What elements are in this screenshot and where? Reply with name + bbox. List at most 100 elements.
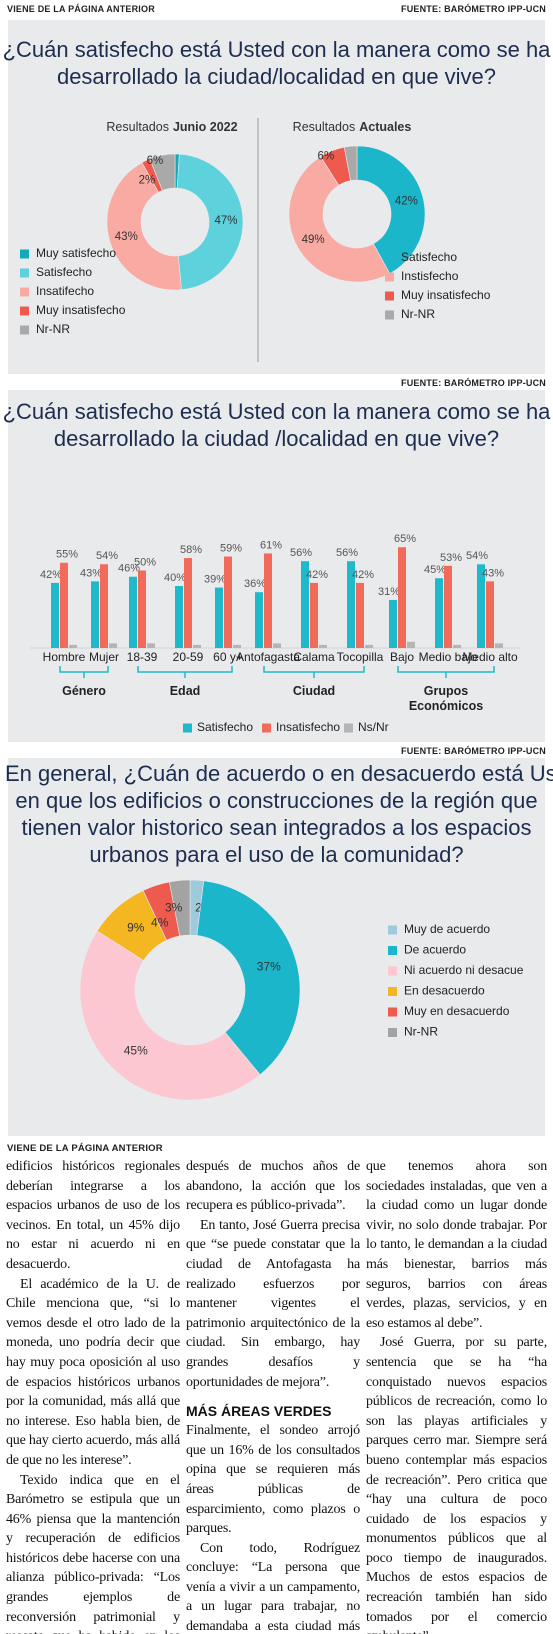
x-tick-label: Hombre (43, 650, 86, 664)
data-label: 58% (180, 544, 202, 556)
legend-label: Nr-NR (401, 307, 435, 321)
legend-swatch (388, 1028, 397, 1037)
group-label: Edad (169, 684, 201, 698)
legend-swatch (262, 723, 271, 733)
data-label: 43% (115, 231, 138, 243)
data-label: 54% (466, 550, 488, 562)
legend-label: Satisfecho (36, 265, 92, 279)
legend-label: Muy insatisfecho (401, 288, 491, 302)
bar (233, 644, 241, 648)
bar (389, 599, 397, 648)
bar (69, 644, 77, 648)
pie-slice (196, 880, 301, 1076)
bar (319, 644, 327, 648)
subtitle-text: Resultados (106, 120, 169, 134)
pie-slice (343, 145, 358, 181)
group-label: Grupos Económicos (408, 684, 484, 713)
chart-title: urbanos para el uso de la comunidad? (89, 842, 464, 867)
paragraph: que tenemos ahora son sociedades instala… (366, 1159, 547, 1331)
x-tick-label: Tocopilla (337, 650, 384, 664)
data-label: 46% (118, 563, 140, 575)
chart-panel (8, 390, 545, 742)
bar (224, 556, 232, 648)
legend-label: Nr-NR (36, 322, 70, 336)
legend-swatch (385, 310, 394, 320)
x-tick-label: 20-59 (173, 650, 204, 664)
bar (255, 592, 263, 648)
bar (486, 581, 494, 648)
data-label: 6% (147, 155, 164, 167)
data-label: 2% (139, 174, 156, 186)
legend-swatch (388, 925, 397, 935)
bar (347, 561, 355, 648)
data-label: 42% (40, 569, 62, 581)
bar (193, 644, 201, 648)
article-column: edificios históricos regionales deberían… (6, 1157, 180, 1634)
legend-label: Muy en desacuerdo (404, 1004, 510, 1018)
data-label: 42% (395, 195, 418, 207)
paragraph: edificios históricos regionales deberían… (6, 1159, 180, 1272)
x-tick-label: Bajo (390, 650, 414, 664)
group-bracket (59, 666, 109, 678)
legend-label: Muy satisfecho (36, 246, 116, 260)
x-tick-label: Mujer (89, 650, 119, 664)
data-label: 39% (204, 573, 226, 585)
data-label: 61% (260, 539, 282, 551)
legend-label: Ni acuerdo ni desacue (404, 963, 524, 977)
data-label: 43% (80, 567, 102, 579)
data-label: 54% (96, 550, 118, 562)
x-tick-label: Medio bajo (419, 650, 478, 664)
bar (91, 581, 99, 648)
bar (453, 644, 461, 648)
data-label: 4% (151, 916, 169, 930)
chart-title: en que los edificios o construcciones de… (15, 788, 538, 813)
bar (184, 558, 192, 648)
legend-swatch (20, 306, 29, 316)
bar (175, 586, 183, 648)
x-tick-label: Medio alto (462, 650, 518, 664)
bar (398, 547, 406, 648)
paragraph: Con todo, Rodríguez concluye: “La person… (186, 1540, 360, 1634)
bar (100, 564, 108, 648)
charts-layer: 1%47%43%2%6%Muy satisfechoSatisfechoInsa… (20, 118, 524, 1101)
legend-swatch (344, 723, 353, 733)
x-tick-label: 18-39 (127, 650, 158, 664)
legend-label: En desacuerdo (404, 984, 485, 998)
chart-title: desarrollado la ciudad /localidad en que… (53, 426, 500, 451)
x-tick-label: 60 y+ (213, 650, 243, 664)
group-bracket (397, 666, 495, 678)
bar (477, 564, 485, 648)
legend-swatch (388, 946, 397, 955)
paragraph: José Guerra, por su parte, sentencia que… (366, 1335, 547, 1634)
source-note: FUENTE: BARÓMETRO IPP-UCN (401, 746, 546, 756)
legend-swatch (20, 268, 29, 278)
legend-label: Instisfecho (401, 269, 459, 283)
legend-swatch (20, 287, 29, 297)
subtitle-text: Resultados (292, 120, 356, 134)
data-label: 31% (378, 586, 400, 598)
legend-swatch (385, 272, 394, 282)
data-label: 59% (220, 542, 242, 554)
legend-swatch (385, 291, 394, 301)
bar (147, 643, 155, 648)
data-label: 36% (244, 578, 266, 590)
bar (264, 553, 272, 648)
data-label: 3% (165, 901, 183, 915)
legend-swatch (20, 325, 29, 335)
paragraph: Finalmente, el sondeo arrojó que un 16% … (186, 1423, 360, 1537)
data-label: 9% (127, 921, 145, 935)
source-note: FUENTE: BARÓMETRO IPP-UCN (401, 378, 546, 388)
legend-label: Insatifecho (36, 284, 94, 298)
data-label: 50% (134, 556, 156, 568)
chart-subtitle: Resultados Junio 2022 (72, 120, 272, 134)
legend-label: Satisfecho (401, 250, 457, 264)
data-label: 43% (482, 567, 504, 579)
subtitle-emphasis: Actuales (359, 120, 412, 134)
paragraph: En tanto, José Guerra precisa que “se pu… (186, 1217, 360, 1390)
chart-panel (8, 20, 545, 374)
pie-slice (106, 162, 182, 291)
source-note: FUENTE: BARÓMETRO IPP-UCN (401, 4, 546, 14)
legend-label: Muy insatisfecho (36, 303, 126, 317)
bar (356, 582, 364, 648)
